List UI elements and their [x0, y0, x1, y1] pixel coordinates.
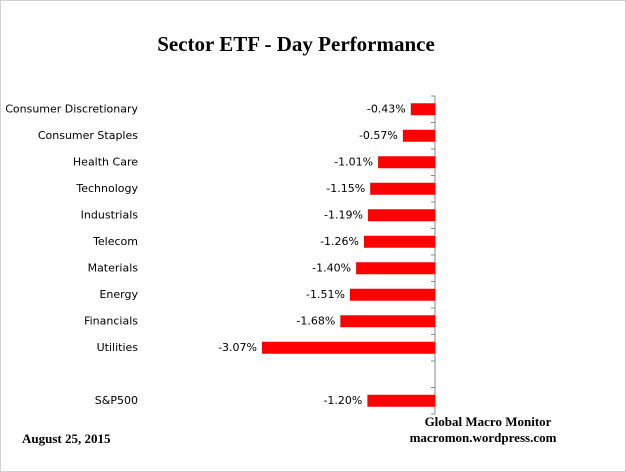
- data-label: -1.51%: [306, 288, 345, 301]
- annotation: macromon.wordpress.com: [410, 430, 557, 445]
- bar: [262, 341, 435, 354]
- bar: [340, 315, 435, 328]
- bar: [349, 288, 435, 301]
- chart-title: Sector ETF - Day Performance: [157, 32, 435, 56]
- y-tick-label: Telecom: [92, 235, 138, 248]
- data-label: -1.26%: [320, 235, 359, 248]
- data-label: -1.01%: [334, 155, 373, 168]
- annotation: August 25, 2015: [22, 431, 111, 446]
- bar: [378, 156, 435, 169]
- data-label: -1.19%: [324, 208, 363, 221]
- y-tick-label: S&P500: [95, 394, 138, 407]
- data-label: -0.57%: [359, 129, 398, 142]
- y-tick-label: Financials: [84, 314, 138, 327]
- bar: [367, 209, 435, 222]
- y-tick-label: Consumer Discretionary: [5, 102, 138, 115]
- bar: [367, 394, 435, 407]
- bar: [402, 129, 435, 142]
- bar: [410, 103, 435, 116]
- y-tick-label: Materials: [88, 261, 139, 274]
- data-label: -0.43%: [367, 102, 406, 115]
- data-label: -1.15%: [326, 182, 365, 195]
- data-label: -1.20%: [323, 394, 362, 407]
- y-tick-label: Utilities: [97, 341, 139, 354]
- bar: [356, 262, 435, 275]
- bar: [363, 235, 435, 248]
- bar: [370, 182, 435, 195]
- y-tick-label: Consumer Staples: [38, 129, 138, 142]
- data-label: -1.68%: [296, 314, 335, 327]
- annotation: Global Macro Monitor: [425, 414, 552, 429]
- y-tick-label: Industrials: [81, 208, 139, 221]
- y-tick-label: Energy: [99, 288, 138, 301]
- y-tick-label: Technology: [75, 182, 138, 195]
- data-label: -3.07%: [218, 341, 257, 354]
- y-tick-label: Health Care: [73, 155, 138, 168]
- data-label: -1.40%: [312, 261, 351, 274]
